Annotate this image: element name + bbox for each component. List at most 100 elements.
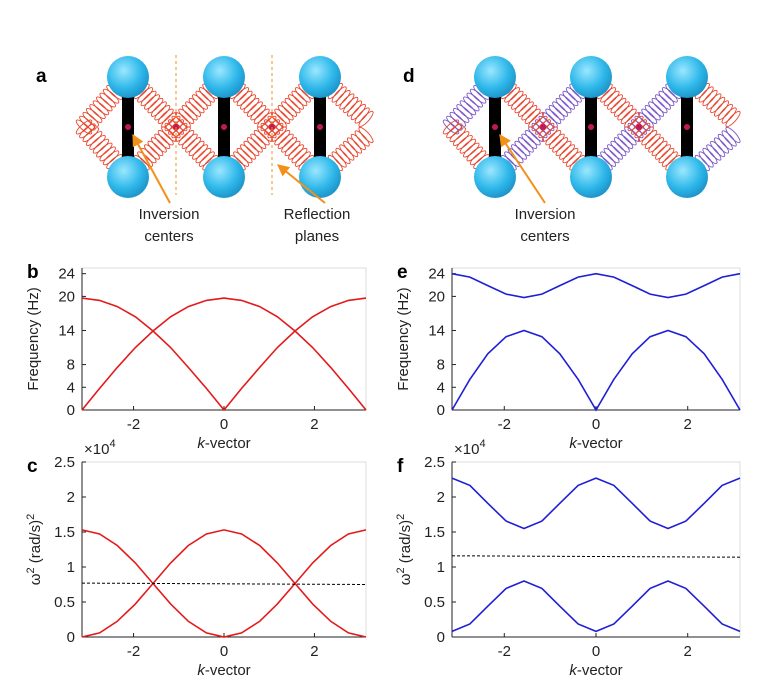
coil-turn <box>281 101 298 117</box>
coil-turn <box>644 133 661 149</box>
coil-turn <box>624 112 641 128</box>
coil-turn <box>725 110 741 128</box>
band-line <box>81 297 367 411</box>
coil-turn <box>620 130 637 146</box>
coil-turn <box>354 107 370 124</box>
coil-turn <box>277 133 294 149</box>
coil-turn <box>250 105 267 121</box>
coil-turn <box>555 97 572 114</box>
mass <box>107 56 149 98</box>
x-tick-label: 2 <box>684 643 692 660</box>
coil-turn <box>504 87 521 103</box>
coil-turn <box>511 94 527 110</box>
coil-turn <box>82 111 99 127</box>
coil-turn <box>559 144 575 160</box>
coil-turn <box>144 94 160 110</box>
coil-turn <box>346 137 363 154</box>
coil-turn <box>92 138 110 154</box>
coil-turn <box>446 123 463 139</box>
coil-turn <box>346 100 363 117</box>
coil-turn <box>236 147 253 164</box>
coil-turn <box>79 123 96 139</box>
x-label-part: -vector <box>577 662 623 679</box>
coil-turn <box>188 140 205 157</box>
coil-turn <box>521 105 538 121</box>
y-tick-label: 20 <box>428 288 445 305</box>
coil-turn <box>620 108 637 124</box>
coil-turn <box>565 151 582 167</box>
coil-turn <box>706 144 722 161</box>
y-axis-label: Frequency (Hz) <box>395 287 412 390</box>
coil-turn <box>698 151 714 168</box>
x-tick-label: 2 <box>684 416 692 433</box>
coil-turn <box>702 89 718 107</box>
coil-turn <box>517 137 534 153</box>
coil-turn <box>528 112 545 128</box>
coil-turn <box>456 104 473 120</box>
coil-turn <box>698 86 714 103</box>
mass <box>666 56 708 98</box>
coil-turn <box>154 133 171 149</box>
coil-turn <box>335 147 351 165</box>
mass <box>299 156 341 198</box>
coil-turn <box>641 130 658 146</box>
coil-turn <box>181 133 198 149</box>
coil-turn <box>552 101 569 117</box>
mass <box>474 56 516 98</box>
coil-turn <box>600 87 617 103</box>
x-label-part: k <box>197 662 206 679</box>
coil-turn <box>240 94 256 110</box>
coil-turn <box>459 100 477 116</box>
coil-turn <box>545 130 562 146</box>
band-line <box>451 272 741 299</box>
coil-turn <box>350 103 366 121</box>
y-label-part: 2 <box>395 567 407 573</box>
coil-turn <box>562 147 579 164</box>
y-axis-label: Frequency (Hz) <box>25 287 42 390</box>
coil-turn <box>607 94 623 110</box>
coil-turn <box>284 140 301 157</box>
band-line <box>81 529 367 638</box>
coil-turn <box>358 110 374 128</box>
plot-frame <box>81 461 367 638</box>
coil-turn <box>188 97 205 114</box>
coil-turn <box>284 97 301 114</box>
coil-turn <box>246 101 263 117</box>
band-line <box>81 297 367 412</box>
y-tick-label: 0 <box>437 402 445 419</box>
x-tick-label: 2 <box>310 416 318 433</box>
coil-turn <box>236 90 253 107</box>
y-tick-label: 24 <box>428 266 445 283</box>
y-tick-label: 4 <box>67 379 75 396</box>
coil-turn <box>655 94 671 110</box>
coil-turn <box>469 150 487 166</box>
annotation: planes <box>295 228 339 245</box>
coil-turn <box>288 94 304 110</box>
coil-turn <box>233 87 250 103</box>
plot-frame <box>81 267 367 411</box>
x-tick-label: 0 <box>220 416 228 433</box>
x-axis-label: k-vector <box>569 662 622 679</box>
center-dot <box>636 124 642 130</box>
coil-turn <box>702 147 718 165</box>
center-dot <box>492 124 498 130</box>
schematics: a d Inversion centers Reflection planes Invers… <box>36 55 741 245</box>
panel-label: e <box>397 262 408 283</box>
coil-turn <box>277 105 294 121</box>
coil-turn <box>75 119 93 135</box>
coil-turn <box>288 144 304 160</box>
multiplier-part: ×10 <box>84 441 109 458</box>
coil-turn <box>96 142 113 158</box>
coil-turn <box>511 144 527 160</box>
coil-turn <box>331 86 347 103</box>
coil-turn <box>603 147 620 164</box>
y-label-part: Frequency (Hz) <box>25 287 42 390</box>
plot-frame <box>451 461 741 638</box>
coil-turn <box>648 101 665 117</box>
coil-turn <box>85 108 103 123</box>
y-axis-label: ω2 (rad/s)2 <box>395 514 414 585</box>
panel-label: d <box>403 66 415 87</box>
coil-turn <box>600 151 617 167</box>
coil-turn <box>610 140 627 157</box>
